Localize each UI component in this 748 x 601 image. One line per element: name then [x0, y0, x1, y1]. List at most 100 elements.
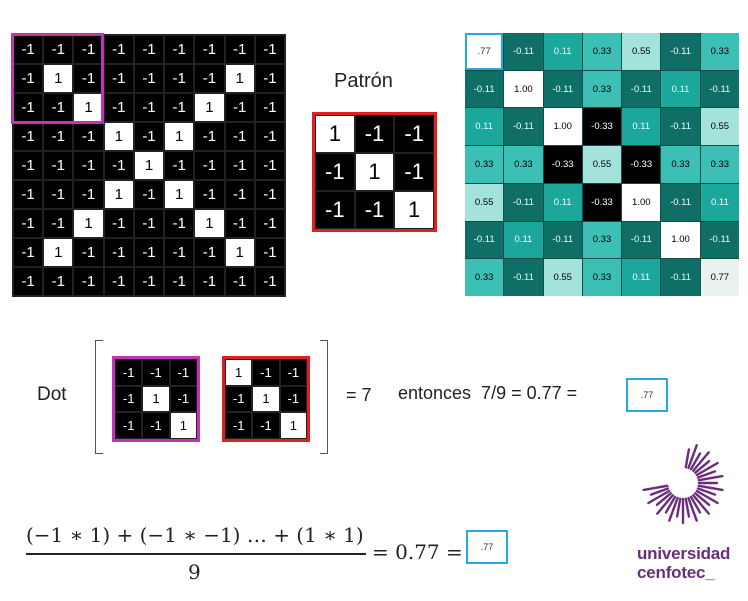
grid-cell: 1 [225, 239, 254, 266]
grid-cell: 1 [165, 123, 194, 150]
grid-cell: -1 [143, 360, 169, 385]
feature-map-cell: -0.11 [622, 70, 661, 108]
grid-cell: -1 [44, 94, 73, 121]
grid-cell: -1 [44, 268, 73, 295]
feature-map-cell: -0.11 [504, 183, 543, 221]
cenfotec-logo-icon [642, 444, 724, 525]
feature-map-cell: -0.11 [504, 108, 543, 146]
grid-cell: 1 [104, 181, 133, 208]
grid-cell: -1 [44, 36, 73, 63]
grid-cell: -1 [14, 65, 43, 92]
logo-line1: universidad [637, 544, 731, 563]
input-image-grid: -1 -1 -1 -1 -1 -1 -1 -1 -1 -1 1 -1 -1 -1 -1 -1 1 -1 -1 -1 1-… [12, 34, 286, 297]
feature-map-cell: 1.00 [622, 183, 661, 221]
grid-cell: 1 [134, 152, 164, 179]
grid-cell: -1 [44, 181, 73, 208]
logo-ray [642, 484, 669, 492]
logo-ray [695, 461, 719, 477]
grid-cell: 1 [225, 65, 254, 92]
grid-cell: -1 [255, 268, 284, 295]
grid-cell: -1 [14, 181, 43, 208]
pattern-label: Patrón [334, 70, 393, 92]
grid-cell: -1 [316, 192, 354, 228]
dot-result-box: .77 [626, 378, 668, 412]
grid-cell: 1 [104, 123, 133, 150]
feature-map-cell: -0.33 [622, 146, 661, 183]
grid-cell: -1 [104, 239, 133, 266]
grid-cell: -1 [225, 152, 254, 179]
grid-cell: -1 [74, 123, 103, 150]
grid-cell: -1 [14, 268, 43, 295]
dot-left-patch-grid: -1 -1 -1 -1 1 -1 -1 -1 1 [112, 356, 200, 442]
grid-cell: -1 [225, 268, 254, 295]
grid-cell: -1 [255, 181, 284, 208]
grid-cell: -1 [134, 123, 164, 150]
grid-cell: -1 [134, 181, 164, 208]
grid-cell: -1 [226, 386, 252, 412]
grid-cell: -1 [225, 123, 254, 150]
grid-cell: -1 [280, 360, 306, 385]
feature-map-cell: 0.33 [582, 70, 622, 108]
grid-cell: -1 [225, 94, 254, 121]
grid-cell: -1 [14, 152, 43, 179]
feature-map-cell: -0.11 [504, 259, 543, 296]
logo-ray [697, 484, 724, 492]
grid-cell: -1 [74, 65, 103, 92]
grid-cell: -1 [134, 94, 164, 121]
logo-ray [647, 489, 671, 505]
feature-map-cell: -0.11 [465, 70, 504, 108]
feature-map-cell: 0.33 [700, 33, 739, 70]
dot-equals: = 7 [346, 385, 372, 405]
grid-cell: 1 [395, 192, 433, 228]
grid-cell: -1 [255, 94, 284, 121]
feature-map-cell: -0.11 [504, 33, 543, 70]
feature-map-cell: 0.55 [543, 259, 582, 296]
feature-map-cell: 0.11 [622, 259, 661, 296]
feature-map-cell: -0.11 [543, 221, 582, 259]
grid-cell: -1 [134, 268, 164, 295]
grid-cell: -1 [44, 210, 73, 237]
grid-cell: 1 [316, 116, 354, 152]
grid-cell: -1 [14, 36, 43, 63]
grid-cell: -1 [104, 65, 133, 92]
feature-map-cell: 0.33 [504, 146, 543, 183]
grid-cell: 1 [44, 65, 73, 92]
feature-map-cell: -0.11 [661, 259, 700, 296]
feature-map-cell: .77 [465, 33, 504, 70]
feature-map-cell: 0.11 [700, 183, 739, 221]
feature-map-cell: 0.33 [465, 146, 504, 183]
feature-map-cell: 0.11 [465, 108, 504, 146]
grid-cell: 1 [280, 413, 306, 438]
logo-ray [684, 497, 691, 518]
grid-cell: -1 [104, 210, 133, 237]
formula-denominator: 9 [188, 560, 201, 584]
logo-ray [675, 497, 682, 518]
grid-cell: -1 [195, 181, 224, 208]
grid-cell: 1 [74, 210, 103, 237]
logo-ray [664, 495, 677, 514]
grid-cell: -1 [195, 152, 224, 179]
grid-cell: -1 [253, 413, 279, 438]
logo-ray [649, 487, 670, 496]
feature-map-cell: 0.55 [622, 33, 661, 70]
logo-ray [689, 452, 702, 471]
feature-map-cell: 1.00 [543, 108, 582, 146]
grid-cell: -1 [74, 152, 103, 179]
dot-conclusion: entonces 7/9 = 0.77 = [398, 383, 578, 403]
grid-cell: -1 [14, 239, 43, 266]
grid-cell: -1 [195, 239, 224, 266]
grid-cell: -1 [104, 152, 133, 179]
grid-cell: 1 [143, 386, 169, 412]
grid-cell: -1 [74, 268, 103, 295]
logo-ray [689, 495, 702, 514]
feature-map-cell: 0.77 [700, 259, 739, 296]
grid-cell: -1 [165, 65, 194, 92]
logo-ray [655, 492, 672, 507]
grid-cell: -1 [355, 116, 394, 152]
feature-map-cell: -0.11 [661, 183, 700, 221]
logo-ray [694, 492, 711, 507]
feature-map-cell: 0.33 [700, 146, 739, 183]
feature-map-cell: -0.33 [543, 146, 582, 183]
feature-map-cell: 0.33 [661, 146, 700, 183]
logo-ray [687, 496, 698, 522]
